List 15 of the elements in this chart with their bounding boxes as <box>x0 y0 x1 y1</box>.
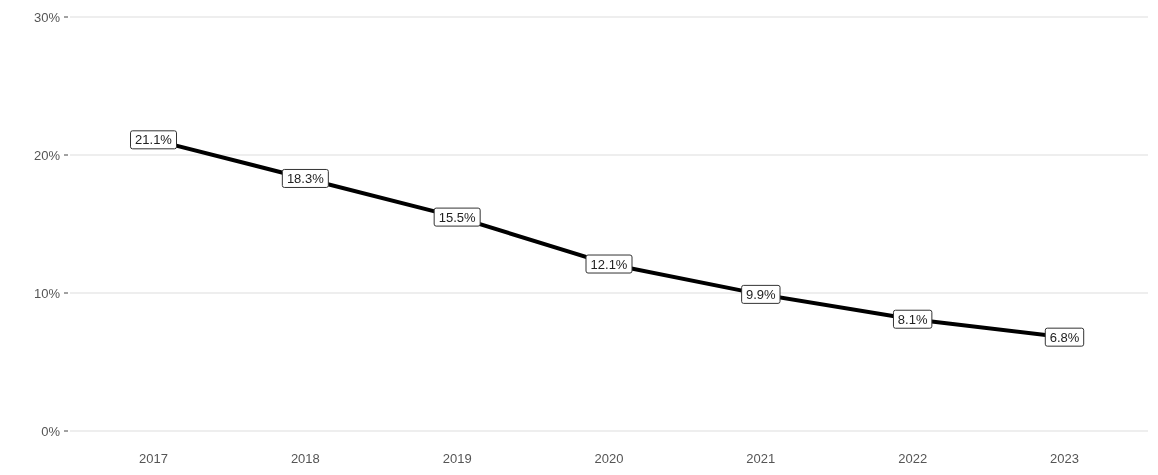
x-tick-label: 2019 <box>442 451 472 466</box>
x-tick-label: 2018 <box>290 451 320 466</box>
x-tick-label: 2017 <box>139 451 168 466</box>
x-tick-label: 2021 <box>746 451 776 466</box>
data-label: 15.5% <box>438 209 477 225</box>
data-label: 18.3% <box>286 170 325 186</box>
x-tick-label: 2020 <box>594 451 624 466</box>
data-label: 21.1% <box>135 132 173 148</box>
x-tick-label: 2023 <box>1050 451 1079 466</box>
x-tick-label: 2022 <box>898 451 928 466</box>
y-tick-label: 30% <box>33 9 61 25</box>
data-label: 12.1% <box>590 256 628 272</box>
y-tick-label: 20% <box>33 147 61 163</box>
y-tick-label: 10% <box>33 285 61 301</box>
y-tick-label: 0% <box>41 423 61 439</box>
